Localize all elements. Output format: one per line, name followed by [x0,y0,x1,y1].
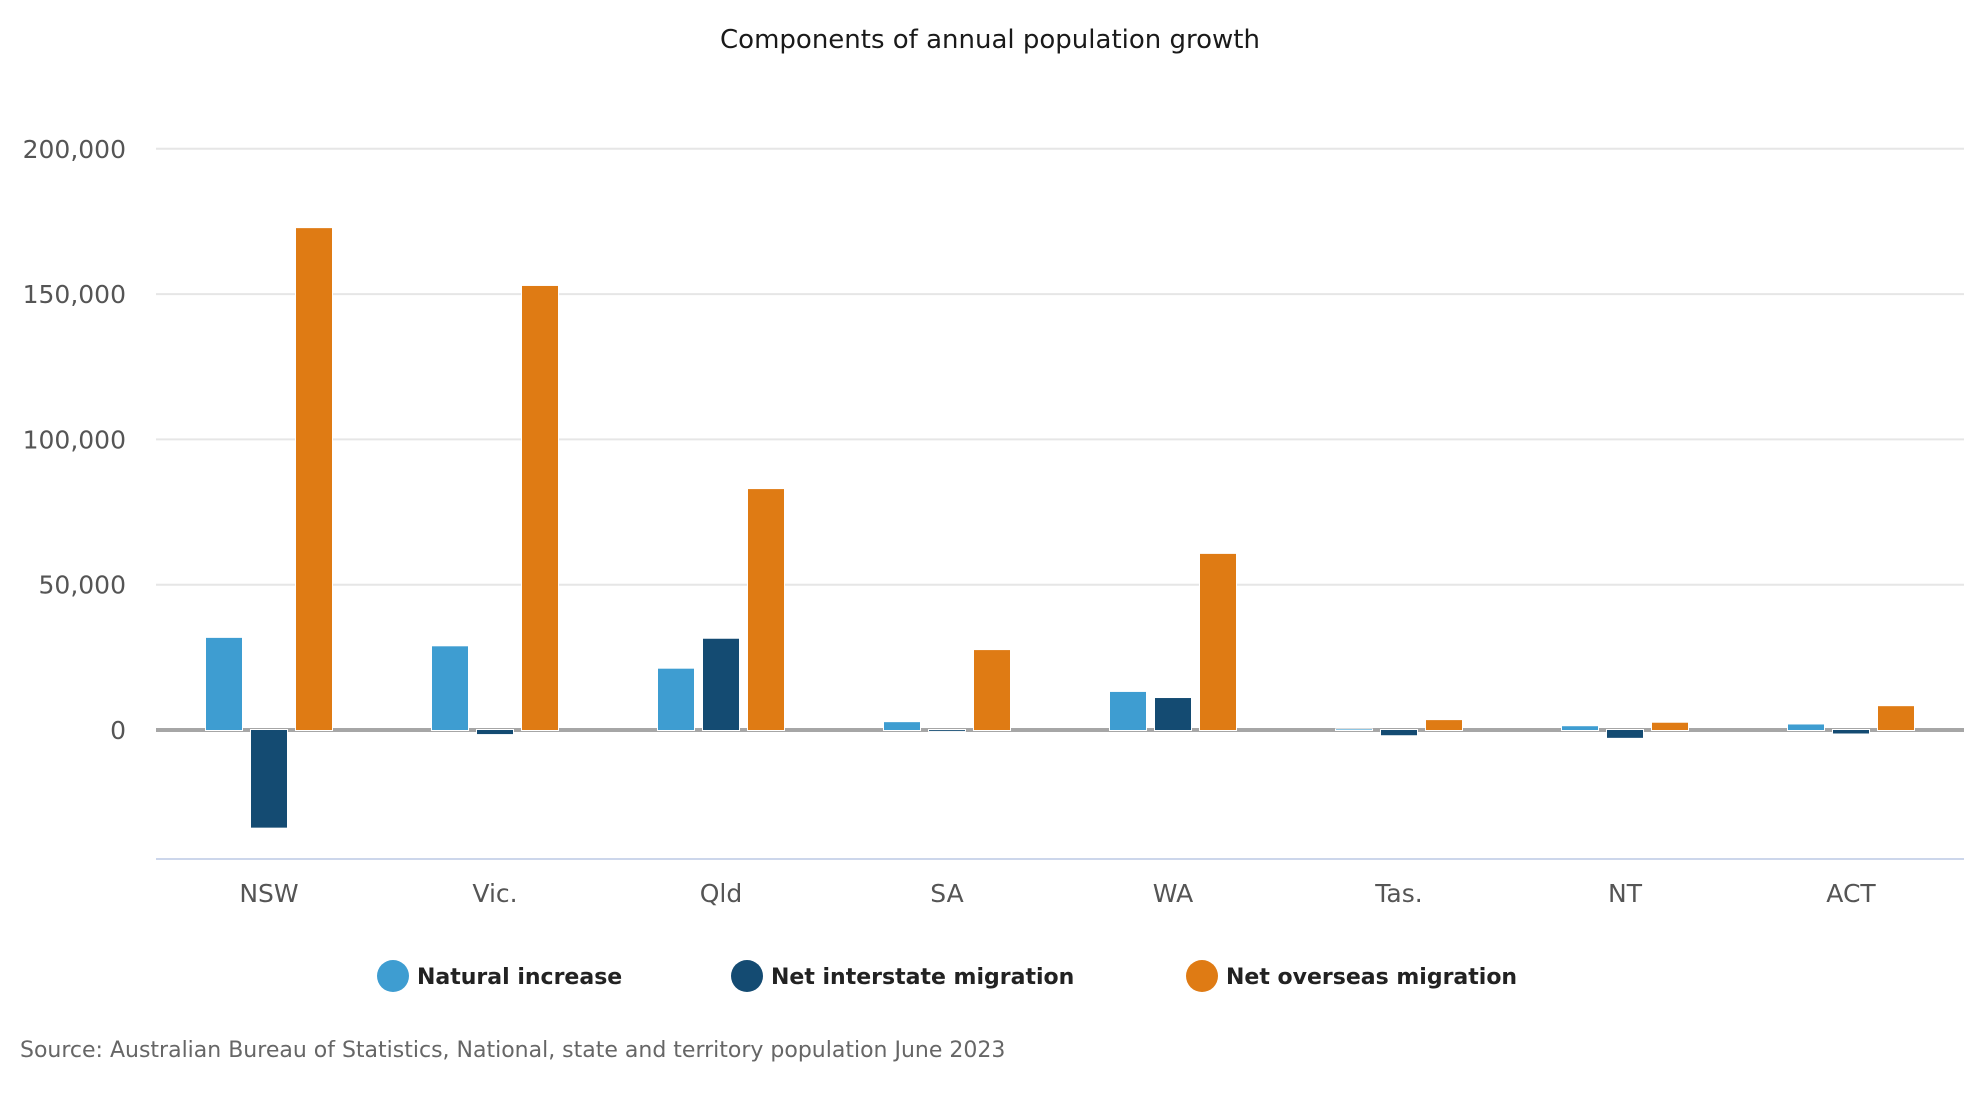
bar-natural-increase-nsw[interactable] [205,636,243,732]
bar-net-overseas-migration-tas[interactable] [1425,719,1463,732]
bar-natural-increase-qld[interactable] [657,667,695,732]
x-tick-label: ACT [1826,879,1876,908]
y-tick-label: 200,000 [23,135,126,164]
source-note: Source: Australian Bureau of Statistics,… [20,1038,1006,1063]
y-tick-label: 0 [110,716,126,745]
bar-net-overseas-migration-act[interactable] [1877,705,1915,731]
bar-net-interstate-migration-nt[interactable] [1606,729,1644,739]
bar-net-interstate-migration-qld[interactable] [702,637,740,731]
legend-marker [377,960,409,992]
x-tick-label: Qld [700,879,743,908]
bars [205,227,1915,829]
bar-natural-increase-wa[interactable] [1109,690,1147,731]
bar-net-interstate-migration-wa[interactable] [1154,697,1192,731]
legend-item-natural-increase[interactable]: Natural increase [377,960,622,992]
y-tick-label: 150,000 [23,280,126,309]
bar-net-overseas-migration-vic[interactable] [521,284,559,731]
y-tick-label: 50,000 [39,571,126,600]
bar-net-overseas-migration-sa[interactable] [973,649,1011,732]
bar-natural-increase-sa[interactable] [883,721,921,732]
bar-natural-increase-act[interactable] [1787,723,1825,731]
gridlines [156,147,1964,586]
bar-net-interstate-migration-tas[interactable] [1380,729,1418,737]
x-tick-label: Vic. [472,879,517,908]
bar-net-overseas-migration-wa[interactable] [1199,552,1237,732]
x-tick-label: SA [930,879,963,908]
legend-marker [1186,960,1218,992]
x-tick-label: NT [1608,879,1643,908]
bar-natural-increase-nt[interactable] [1561,725,1599,732]
legend-item-net-overseas-migration[interactable]: Net overseas migration [1186,960,1517,992]
bar-net-interstate-migration-vic[interactable] [476,729,514,736]
legend: Natural increase Net interstate migration… [377,960,1517,992]
legend-label: Net overseas migration [1226,965,1517,990]
x-axis-ticks: NSW Vic. Qld SA WA Tas. NT ACT [239,879,1876,908]
y-axis-ticks: 0 50,000 100,000 150,000 200,000 [23,135,126,745]
bar-net-interstate-migration-nsw[interactable] [250,729,288,829]
bar-net-overseas-migration-qld[interactable] [747,488,785,731]
bar-natural-increase-tas[interactable] [1335,728,1373,732]
y-tick-label: 100,000 [23,425,126,454]
legend-label: Natural increase [417,965,622,990]
legend-label: Net interstate migration [771,965,1074,990]
bar-net-interstate-migration-act[interactable] [1832,729,1870,735]
x-tick-label: NSW [239,879,298,908]
x-tick-label: Tas. [1374,879,1422,908]
chart-title: Components of annual population growth [720,25,1260,55]
bar-natural-increase-vic[interactable] [431,645,469,731]
bar-net-overseas-migration-nt[interactable] [1651,721,1689,731]
x-tick-label: WA [1153,879,1193,908]
legend-marker [731,960,763,992]
bar-net-interstate-migration-sa[interactable] [928,729,966,732]
legend-item-net-interstate-migration[interactable]: Net interstate migration [731,960,1074,992]
bar-net-overseas-migration-nsw[interactable] [295,227,333,732]
